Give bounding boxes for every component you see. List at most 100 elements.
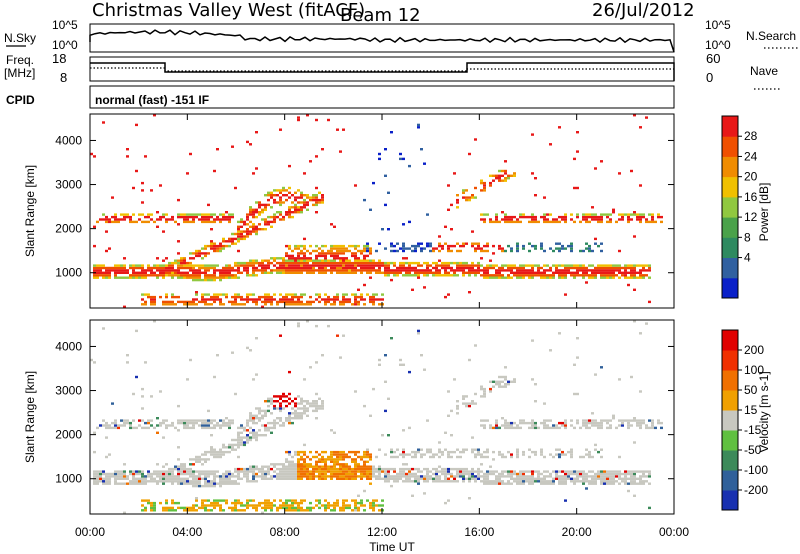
velocity-cell xyxy=(618,378,621,381)
velocity-cell xyxy=(252,475,255,478)
velocity-cell xyxy=(132,470,135,473)
velocity-cell xyxy=(612,470,615,473)
power-cell xyxy=(378,264,381,267)
power-cell xyxy=(549,276,552,279)
velocity-cell xyxy=(261,472,264,476)
velocity-cell xyxy=(363,472,366,476)
power-cell xyxy=(231,215,234,219)
velocity-cell xyxy=(192,424,195,427)
power-cell xyxy=(372,181,375,185)
velocity-cell xyxy=(174,426,177,430)
power-cell xyxy=(597,271,600,274)
power-cell xyxy=(234,261,237,265)
velocity-cell xyxy=(585,487,588,490)
power-cell xyxy=(348,244,351,248)
power-cell xyxy=(207,215,210,219)
velocity-cell xyxy=(564,475,567,478)
velocity-cell xyxy=(321,460,324,463)
power-cell xyxy=(297,118,300,122)
power-cell xyxy=(279,213,282,216)
power-cell xyxy=(360,252,363,255)
velocity-cell xyxy=(576,472,579,476)
velocity-cell xyxy=(462,472,465,476)
power-cell xyxy=(228,244,231,248)
power-cell xyxy=(246,213,249,216)
velocity-cell xyxy=(321,470,324,473)
power-cell xyxy=(225,215,228,219)
velocity-cell xyxy=(627,419,630,422)
power-cell xyxy=(252,225,255,228)
power-cell xyxy=(225,276,228,279)
power-cell xyxy=(246,295,249,299)
power-cell xyxy=(522,264,525,267)
velocity-cell xyxy=(255,480,258,483)
power-cell xyxy=(126,148,129,151)
velocity-cell xyxy=(495,426,498,430)
velocity-cell xyxy=(120,475,123,478)
velocity-cell xyxy=(264,475,267,478)
velocity-cell xyxy=(513,472,516,476)
velocity-cell xyxy=(171,424,174,427)
velocity-cell xyxy=(222,482,225,485)
power-cell xyxy=(399,247,402,250)
power-cell xyxy=(153,114,156,117)
velocity-cell xyxy=(105,477,108,480)
velocity-cell xyxy=(507,480,510,483)
velocity-cell xyxy=(390,455,393,459)
velocity-cell xyxy=(363,475,366,478)
power-cell xyxy=(324,298,327,301)
velocity-cell xyxy=(237,482,240,485)
velocity-cell xyxy=(363,465,366,468)
velocity-cell xyxy=(618,470,621,473)
power-cell xyxy=(165,213,168,216)
velocity-cell xyxy=(282,400,285,403)
power-cell xyxy=(357,303,360,306)
velocity-cell xyxy=(267,421,270,425)
cpid-mode: normal (fast) -151 IF xyxy=(95,93,209,107)
velocity-cell xyxy=(603,472,606,476)
power-cell xyxy=(510,215,513,219)
power-cell xyxy=(123,276,126,279)
power-cell xyxy=(402,266,405,270)
velocity-cell xyxy=(240,436,243,439)
power-cell xyxy=(543,269,546,272)
power-cell xyxy=(507,177,510,180)
power-cell xyxy=(267,191,270,194)
velocity-cell xyxy=(531,450,534,454)
velocity-cell xyxy=(339,453,342,456)
velocity-cell xyxy=(426,475,429,478)
colorbar-swatch xyxy=(722,257,738,279)
colorbar-swatch xyxy=(722,237,738,258)
power-cell xyxy=(459,244,462,248)
power-cell xyxy=(390,261,393,265)
velocity-cell xyxy=(153,472,156,476)
velocity-cell xyxy=(219,482,222,485)
power-cell xyxy=(117,276,120,279)
power-cell xyxy=(462,261,465,265)
velocity-cell xyxy=(480,455,483,459)
power-cell xyxy=(501,247,504,250)
power-cell xyxy=(108,220,111,224)
power-cell xyxy=(387,269,390,272)
power-cell xyxy=(600,269,603,272)
power-cell xyxy=(369,264,372,267)
power-cell xyxy=(420,269,423,272)
power-cell xyxy=(309,271,312,274)
power-cell xyxy=(423,286,426,289)
power-cell xyxy=(144,276,147,279)
power-cell xyxy=(228,213,231,216)
velocity-cell xyxy=(516,477,519,480)
power-cell xyxy=(204,254,207,258)
velocity-cell xyxy=(231,419,234,422)
velocity-cell xyxy=(453,467,456,471)
power-cell xyxy=(231,145,234,148)
power-cell xyxy=(105,271,108,274)
velocity-cell xyxy=(201,504,204,507)
power-cell xyxy=(294,206,297,209)
power-cell xyxy=(351,261,354,265)
velocity-cell xyxy=(504,385,507,388)
velocity-cell xyxy=(522,480,525,483)
velocity-cell xyxy=(174,465,177,468)
velocity-cell xyxy=(369,506,372,510)
power-cell xyxy=(375,261,378,265)
